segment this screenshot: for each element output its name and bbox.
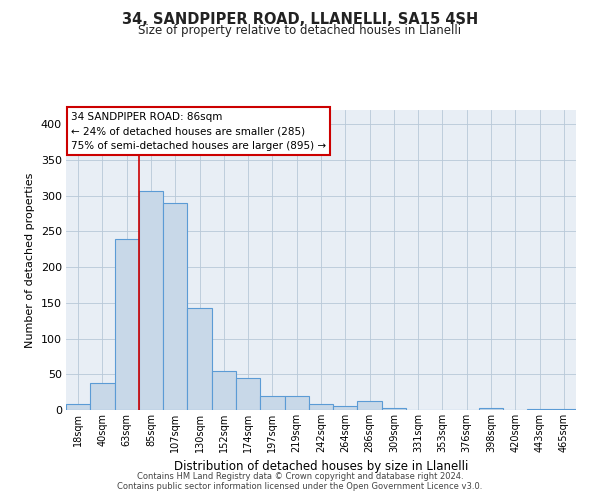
Bar (236, 378, 260, 410)
Text: Size of property relative to detached houses in Llanelli: Size of property relative to detached ho… (139, 24, 461, 37)
Bar (139, 190, 163, 410)
Text: 34 SANDPIPER ROAD: 86sqm
← 24% of detached houses are smaller (285)
75% of semi-: 34 SANDPIPER ROAD: 86sqm ← 24% of detach… (71, 112, 326, 151)
Bar (187, 308, 212, 410)
Bar (115, 238, 139, 410)
Bar (309, 404, 333, 410)
X-axis label: Distribution of detached houses by size in Llanelli: Distribution of detached houses by size … (174, 460, 468, 473)
Bar (358, 400, 382, 410)
Bar (66, 404, 90, 410)
Bar (479, 408, 503, 410)
Bar (527, 408, 552, 410)
Bar (552, 408, 576, 410)
Bar (212, 370, 236, 410)
Text: Contains public sector information licensed under the Open Government Licence v3: Contains public sector information licen… (118, 482, 482, 491)
Text: Contains HM Land Registry data © Crown copyright and database right 2024.: Contains HM Land Registry data © Crown c… (137, 472, 463, 481)
Bar (333, 406, 358, 410)
Bar (382, 408, 406, 410)
Text: 34, SANDPIPER ROAD, LLANELLI, SA15 4SH: 34, SANDPIPER ROAD, LLANELLI, SA15 4SH (122, 12, 478, 28)
Bar (163, 203, 187, 410)
Y-axis label: Number of detached properties: Number of detached properties (25, 172, 35, 348)
Bar (260, 396, 284, 410)
Bar (284, 396, 309, 410)
Bar (90, 383, 115, 410)
